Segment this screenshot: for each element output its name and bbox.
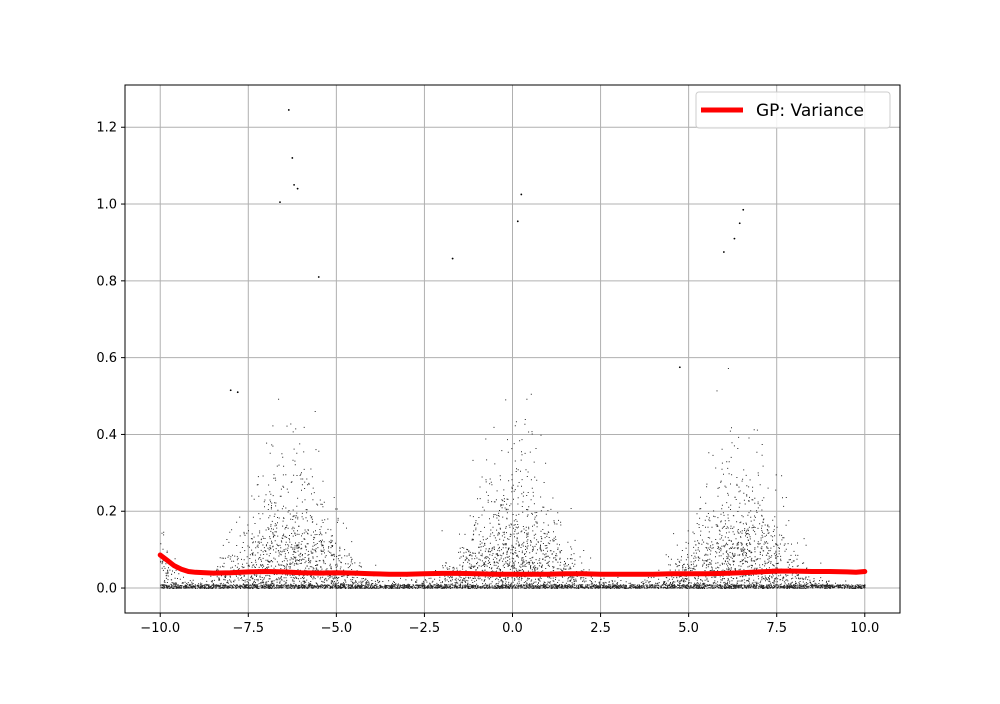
y-axis: 0.0 0.2 0.4 0.6 0.8 1.0 1.2 [96,121,125,597]
y-tick-label: 1.0 [96,198,117,213]
x-axis: −10.0 −7.5 −5.0 −2.5 0.0 2.5 5.0 7.5 10.0 [140,613,879,636]
grid [125,85,900,613]
gp-variance-line [157,552,868,577]
x-tick-label: −10.0 [140,621,180,636]
scatter-point [742,208,745,211]
legend-label: GP: Variance [756,101,864,121]
scatter-point [317,276,320,278]
scatter-point [291,157,294,159]
x-tick-label: 5.0 [678,621,699,636]
x-tick-label: 10.0 [850,621,879,636]
scatter-point [296,187,299,190]
series-line [157,552,868,577]
scatter-point [451,257,454,260]
scatter-point [236,391,239,394]
scatter-point [678,366,681,369]
y-tick-label: 0.8 [96,274,117,289]
scatter-point [279,201,281,204]
scatter-point [516,220,519,223]
y-tick-label: 0.4 [96,428,117,443]
x-tick-label: −2.5 [409,621,441,636]
x-tick-label: 7.5 [766,621,787,636]
x-tick-label: −5.0 [321,621,353,636]
scatter-cloud [160,368,866,589]
scatter-point [520,193,523,196]
scatter-point [287,109,290,111]
y-tick-label: 1.2 [96,121,117,136]
legend-box [695,91,891,129]
x-tick-label: 2.5 [590,621,611,636]
y-tick-label: 0.2 [96,505,117,520]
scatter-point [293,183,295,186]
x-tick-label: −7.5 [233,621,265,636]
y-tick-label: 0.6 [96,351,117,366]
scatter-point [733,237,736,240]
scatter-point [738,222,741,225]
scatter-points [160,109,866,589]
legend: GP: Variance [695,91,891,129]
x-tick-label: 0.0 [502,621,523,636]
y-tick-label: 0.0 [96,582,117,597]
scatter-point [229,389,232,392]
scatter-point [722,251,725,253]
